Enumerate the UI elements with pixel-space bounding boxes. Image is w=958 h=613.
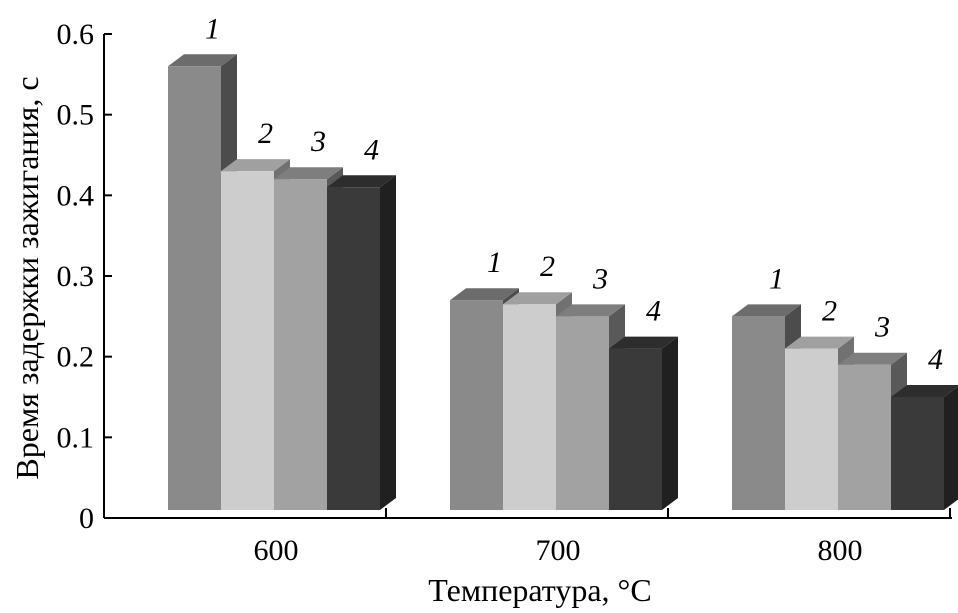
bar-top: [221, 159, 290, 172]
x-tick-label: 800: [818, 534, 863, 567]
bar-labels: 1 2 3 4 1 2 3 4 1 2 3 4: [205, 12, 943, 376]
series-label: 2: [540, 250, 555, 283]
bar-top: [274, 167, 343, 180]
bar-front: [221, 171, 274, 510]
series-label: 1: [487, 246, 502, 279]
bar-front: [274, 179, 327, 510]
bar-top: [891, 385, 958, 397]
bar-top: [450, 288, 519, 301]
y-tick-label: 0.1: [57, 421, 95, 454]
bar-top: [785, 336, 854, 349]
x-axis-title: Температура, °C: [428, 572, 651, 608]
bar-top: [732, 304, 801, 317]
series-label: 4: [646, 295, 661, 328]
series-label: 3: [310, 125, 326, 158]
bar-front: [891, 397, 944, 510]
y-axis-title: Время задержки зажигания, с: [9, 76, 45, 479]
y-tick-label: 0: [79, 502, 94, 535]
bar-front: [450, 300, 503, 510]
series-label: 4: [364, 133, 379, 166]
y-tick-label: 0.3: [57, 260, 95, 293]
bar-top: [168, 54, 237, 67]
bar-top: [556, 304, 625, 317]
series-label: 1: [205, 12, 220, 45]
bar-front: [732, 316, 785, 510]
bar-front: [838, 364, 891, 510]
bar-side: [380, 175, 396, 510]
bar: [327, 175, 396, 510]
y-tick-label: 0.2: [57, 341, 95, 374]
series-label: 2: [822, 295, 837, 328]
series-label: 4: [928, 343, 943, 376]
bar-side: [944, 386, 958, 510]
bar-front: [168, 66, 221, 511]
y-tick-label: 0.5: [57, 99, 95, 132]
series-label: 3: [592, 262, 608, 295]
x-tick-label: 700: [536, 534, 581, 567]
y-tick-label: 0.6: [57, 18, 95, 51]
bar-front: [785, 348, 838, 510]
bar-top: [327, 175, 396, 188]
series-label: 1: [769, 262, 784, 295]
bar: [891, 385, 958, 510]
axes: 0 0.1 0.2 0.3 0.4 0.5 0.6 600 700 800: [57, 18, 952, 567]
bar-top: [838, 352, 907, 365]
bar: [609, 336, 678, 510]
bar-front: [327, 187, 380, 510]
bar-front: [609, 348, 662, 510]
series-label: 2: [258, 117, 273, 150]
y-tick-label: 0.4: [57, 179, 95, 212]
x-tick-label: 600: [254, 534, 299, 567]
bar-side: [662, 336, 678, 510]
series-label: 3: [874, 311, 890, 344]
bar-front: [503, 304, 556, 510]
bars: [168, 54, 958, 511]
bar-top: [609, 336, 678, 349]
bar-top: [503, 292, 572, 305]
bar-front: [556, 316, 609, 510]
